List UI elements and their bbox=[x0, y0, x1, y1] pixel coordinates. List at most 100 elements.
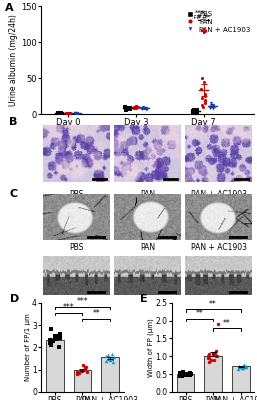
Point bbox=[209, 102, 213, 109]
Point bbox=[192, 108, 197, 114]
Point bbox=[56, 110, 60, 116]
Point bbox=[65, 110, 69, 116]
Point bbox=[242, 362, 246, 368]
Point bbox=[203, 93, 207, 99]
Point bbox=[133, 105, 137, 112]
Point bbox=[134, 103, 138, 109]
Point bbox=[211, 350, 215, 356]
Point bbox=[140, 106, 144, 112]
Point bbox=[125, 106, 129, 112]
Point bbox=[244, 363, 248, 369]
Point bbox=[75, 110, 79, 117]
Point bbox=[54, 333, 58, 339]
Point bbox=[53, 333, 57, 339]
Text: PAN + AC1903: PAN + AC1903 bbox=[190, 243, 246, 252]
Text: PBS: PBS bbox=[69, 190, 84, 199]
Point bbox=[143, 105, 147, 111]
Text: A: A bbox=[5, 3, 13, 13]
Bar bbox=[46, 340, 64, 392]
Point bbox=[128, 105, 132, 111]
Point bbox=[80, 368, 84, 374]
Point bbox=[181, 369, 185, 376]
Point bbox=[203, 98, 207, 104]
Point bbox=[209, 357, 213, 363]
Point bbox=[212, 104, 216, 110]
Text: PBS: PBS bbox=[69, 243, 84, 252]
Point bbox=[83, 364, 87, 371]
Point bbox=[200, 102, 204, 109]
Point bbox=[66, 110, 70, 116]
Point bbox=[142, 105, 146, 112]
Point bbox=[203, 91, 207, 97]
Point bbox=[212, 357, 216, 363]
Point bbox=[64, 110, 68, 116]
Point bbox=[211, 351, 215, 358]
Point bbox=[75, 371, 79, 377]
Point bbox=[73, 110, 77, 117]
Point bbox=[192, 108, 197, 114]
Point bbox=[59, 110, 63, 117]
Point bbox=[58, 110, 62, 116]
Point bbox=[110, 355, 114, 362]
Point bbox=[136, 104, 140, 110]
Point bbox=[215, 353, 219, 360]
Point bbox=[65, 110, 69, 116]
Point bbox=[213, 350, 217, 356]
Point bbox=[81, 362, 85, 368]
Text: ###: ### bbox=[191, 14, 208, 20]
Text: E: E bbox=[140, 294, 148, 304]
Point bbox=[124, 106, 128, 112]
Point bbox=[75, 110, 79, 117]
Point bbox=[211, 102, 215, 109]
Point bbox=[83, 365, 87, 372]
Point bbox=[104, 358, 108, 364]
Point bbox=[240, 365, 244, 371]
Point bbox=[209, 100, 213, 106]
Point bbox=[84, 364, 88, 371]
Point bbox=[195, 107, 199, 114]
Point bbox=[200, 75, 204, 81]
Point bbox=[203, 96, 207, 103]
Text: D: D bbox=[10, 294, 19, 304]
Y-axis label: Number of FP/1 μm: Number of FP/1 μm bbox=[25, 314, 31, 381]
Text: PAN: PAN bbox=[140, 190, 155, 199]
Point bbox=[111, 359, 115, 365]
Point bbox=[144, 104, 149, 111]
Point bbox=[75, 369, 79, 375]
Point bbox=[58, 110, 62, 117]
Point bbox=[49, 342, 53, 348]
Point bbox=[210, 103, 214, 109]
Point bbox=[112, 354, 116, 361]
Point bbox=[216, 321, 220, 327]
Point bbox=[85, 369, 89, 375]
Point bbox=[199, 86, 203, 92]
Point bbox=[75, 110, 79, 116]
Point bbox=[58, 331, 62, 337]
Point bbox=[65, 110, 69, 117]
Point bbox=[134, 102, 138, 109]
Point bbox=[201, 28, 206, 34]
Point bbox=[74, 110, 78, 117]
Point bbox=[181, 371, 185, 378]
Point bbox=[195, 108, 199, 114]
Text: ***: *** bbox=[195, 9, 205, 15]
Legend: PBS, PAN, PAN + AC1903: PBS, PAN, PAN + AC1903 bbox=[180, 8, 253, 36]
Point bbox=[203, 28, 207, 34]
Point bbox=[178, 372, 182, 379]
Point bbox=[206, 355, 210, 361]
Point bbox=[65, 110, 69, 116]
Bar bbox=[74, 370, 91, 392]
Point bbox=[141, 104, 145, 110]
Point bbox=[210, 102, 214, 108]
Y-axis label: Urine albumin (mg/24h): Urine albumin (mg/24h) bbox=[10, 14, 19, 106]
Text: PAN: PAN bbox=[140, 243, 155, 252]
Point bbox=[127, 106, 131, 112]
Point bbox=[73, 110, 77, 116]
Point bbox=[72, 110, 77, 116]
Text: **: ** bbox=[209, 300, 217, 309]
Point bbox=[189, 371, 193, 377]
Text: ***: *** bbox=[77, 297, 88, 306]
Point bbox=[237, 362, 241, 369]
Point bbox=[144, 106, 149, 112]
Point bbox=[209, 104, 213, 110]
